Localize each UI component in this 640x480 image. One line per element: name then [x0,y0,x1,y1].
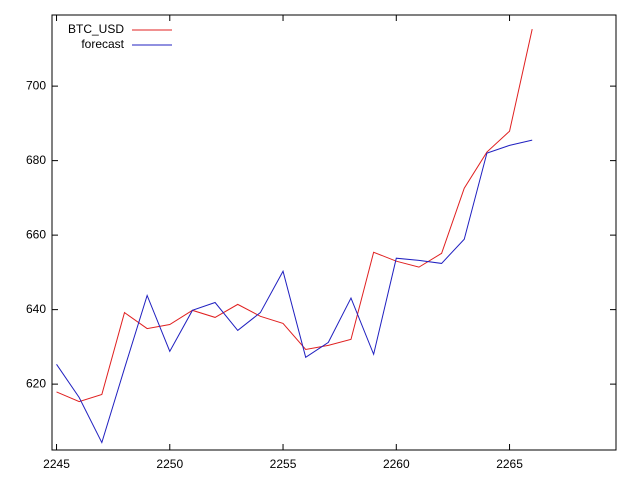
x-tick-label: 2250 [156,457,183,471]
y-tick-label: 700 [26,78,46,92]
y-tick-label: 620 [26,376,46,390]
y-tick-label: 660 [26,227,46,241]
legend-label: BTC_USD [68,22,124,36]
y-tick-label: 680 [26,153,46,167]
plot-border [51,14,617,451]
series-line [56,139,533,444]
y-tick-label: 640 [26,302,46,316]
x-tick-label: 2260 [383,457,410,471]
x-tick-label: 2265 [496,457,523,471]
x-tick-label: 2245 [43,457,70,471]
series-line [56,29,533,403]
x-tick-label: 2255 [270,457,297,471]
legend-label: forecast [81,37,124,51]
